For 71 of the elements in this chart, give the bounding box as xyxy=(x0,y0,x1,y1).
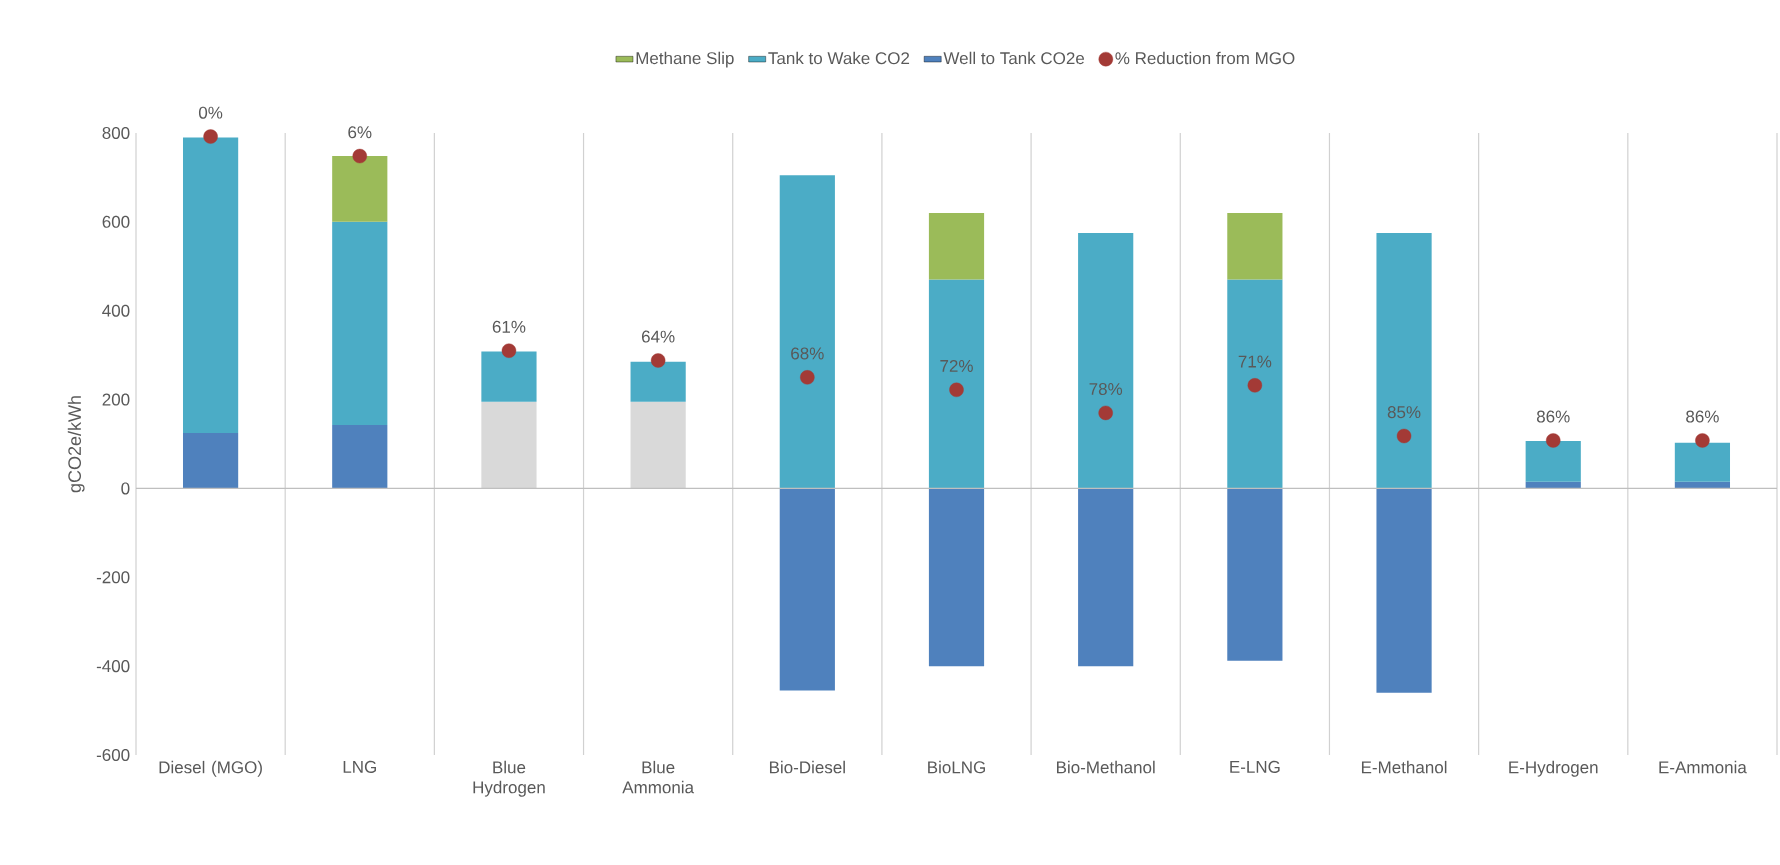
annotation: 6% xyxy=(348,126,372,139)
x-tick-label: E-LNG xyxy=(1230,760,1280,773)
point xyxy=(203,129,218,144)
x-tick-label: Diesel (MGO) xyxy=(159,760,262,777)
bar xyxy=(779,488,835,691)
point xyxy=(1247,378,1263,393)
x-tick-label: Bio-Methanol xyxy=(1057,760,1155,774)
bar xyxy=(1078,232,1134,489)
legend-label: Tank to Wake CO2 xyxy=(768,51,910,65)
point xyxy=(800,370,815,385)
point xyxy=(650,353,666,368)
bar xyxy=(1376,488,1432,693)
x-tick-label: E-Methanol xyxy=(1361,760,1447,774)
bar xyxy=(1376,232,1432,489)
bar xyxy=(1525,481,1581,489)
bar xyxy=(1227,488,1283,661)
bar xyxy=(928,279,985,489)
y-axis-title: gCO2e/kWh xyxy=(67,396,85,493)
bar xyxy=(1227,279,1283,489)
bar xyxy=(1078,488,1134,667)
x-tick-label: Bio-Diesel xyxy=(769,760,845,774)
annotation: 72% xyxy=(940,359,973,372)
x-tick-label: LNG xyxy=(343,760,376,773)
annotation: 85% xyxy=(1387,406,1421,419)
y-tick-label: 400 xyxy=(102,304,130,317)
annotation: 0% xyxy=(198,106,223,119)
bar xyxy=(1674,481,1731,489)
bar xyxy=(928,212,985,280)
point xyxy=(1546,433,1561,448)
annotation: 86% xyxy=(1686,410,1719,423)
x-tick-label: E-Ammonia xyxy=(1659,760,1747,774)
x-tick-label: E-Hydrogen xyxy=(1509,760,1598,777)
annotation: 61% xyxy=(492,320,526,333)
bar xyxy=(928,488,985,667)
legend-label: % Reduction from MGO xyxy=(1115,51,1295,65)
bar xyxy=(481,351,537,402)
point xyxy=(1695,433,1710,448)
y-tick-label: -200 xyxy=(96,571,130,584)
bar xyxy=(182,432,239,489)
y-tick-label: -600 xyxy=(96,748,130,762)
bar xyxy=(481,401,537,489)
x-tick-label: Blue Hydrogen xyxy=(473,760,545,797)
point xyxy=(1098,405,1113,421)
annotation: 86% xyxy=(1536,410,1570,423)
bar xyxy=(182,137,239,433)
bar xyxy=(332,424,388,489)
bar xyxy=(1674,442,1731,482)
annotation: 71% xyxy=(1238,355,1272,368)
bar xyxy=(630,401,686,489)
bar xyxy=(1525,440,1581,482)
point xyxy=(501,343,517,358)
point xyxy=(352,148,367,164)
legend-label: Well to Tank CO2e xyxy=(943,51,1085,65)
legend-label: Methane Slip xyxy=(636,51,734,68)
annotation: 64% xyxy=(641,330,675,343)
x-tick-label: Blue Ammonia xyxy=(622,760,695,794)
bar xyxy=(779,175,835,489)
point xyxy=(1396,428,1412,444)
y-tick-label: 200 xyxy=(102,393,130,406)
bar xyxy=(332,221,388,425)
bar xyxy=(332,156,388,222)
y-tick-label: 600 xyxy=(102,215,130,228)
y-tick-label: -400 xyxy=(96,660,130,673)
y-tick-label: 0 xyxy=(121,482,130,495)
point xyxy=(949,382,964,397)
annotation: 68% xyxy=(791,347,824,360)
y-tick-label: 800 xyxy=(102,126,130,140)
annotation: 78% xyxy=(1089,382,1123,396)
bar xyxy=(630,361,686,402)
x-tick-label: BioLNG xyxy=(928,760,985,774)
bar xyxy=(1227,212,1283,280)
